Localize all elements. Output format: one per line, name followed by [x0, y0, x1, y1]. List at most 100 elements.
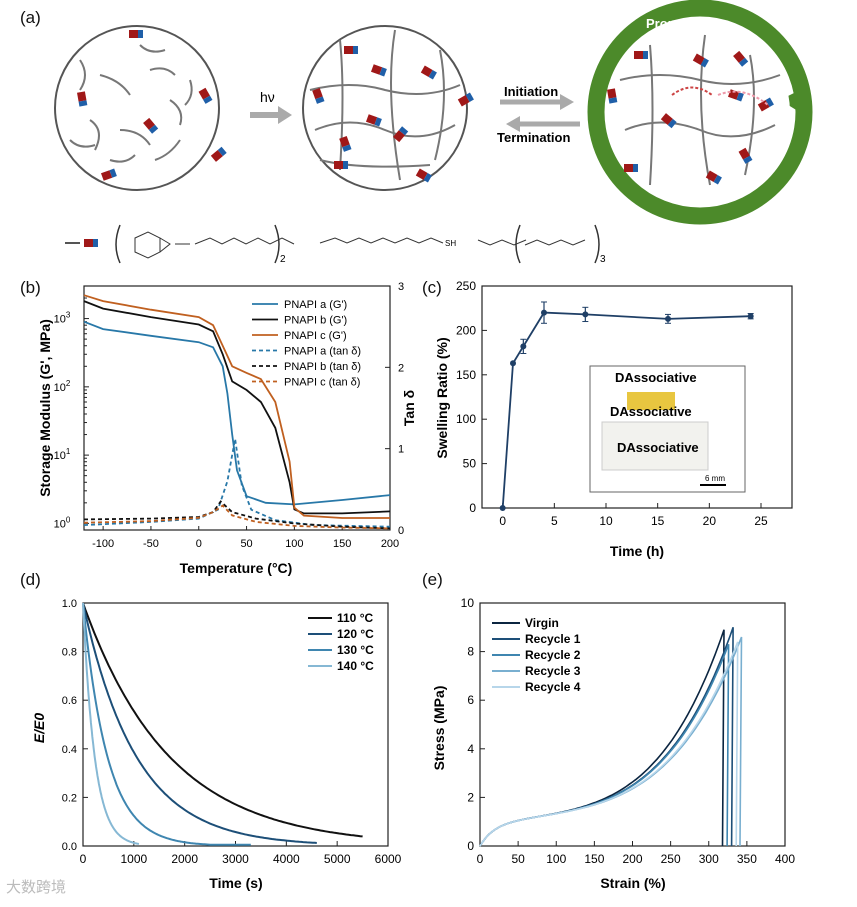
- propagation-label: Propagation: [646, 16, 722, 31]
- y-tick-label: 101: [54, 447, 71, 462]
- formula-sub-3: 3: [600, 254, 606, 265]
- legend-label-0: Virgin: [525, 616, 559, 630]
- x-tick-label: 1000: [120, 852, 147, 866]
- x-tick-label: 25: [754, 514, 768, 528]
- series-line-2: [479, 644, 730, 847]
- legend-label-3: PNAPI a (tan δ): [284, 346, 361, 358]
- y-tick-label: 0.0: [62, 841, 77, 853]
- y-tick-label: 0.8: [62, 647, 77, 659]
- formula-thiol: SH: [445, 239, 456, 248]
- data-point: [541, 309, 547, 316]
- x-tick-label: 150: [584, 852, 604, 866]
- y2-axis-label: Tan δ: [401, 390, 417, 426]
- y-tick-label: 0.2: [62, 792, 77, 804]
- panel-label-e: (e): [422, 570, 443, 589]
- x-tick-label: 400: [775, 852, 795, 866]
- series-line-2: [83, 294, 390, 519]
- legend-label-1: Recycle 1: [525, 632, 581, 646]
- y2-tick-label: 3: [398, 281, 404, 293]
- y-tick-label: 100: [456, 412, 476, 426]
- x-tick-label: 2000: [171, 852, 198, 866]
- legend-label-2: PNAPI c (G'): [284, 330, 347, 342]
- y-tick-label: 6: [467, 693, 474, 707]
- inset-scale: 6 mm: [705, 474, 725, 483]
- x-tick-label: 100: [285, 538, 303, 550]
- x-tick-label: 20: [703, 514, 717, 528]
- inset-gel-small: [627, 392, 675, 410]
- y2-tick-label: 2: [398, 362, 404, 374]
- series-line-0: [82, 602, 363, 838]
- termination-label: Termination: [497, 130, 570, 145]
- legend-label-5: PNAPI c (tan δ): [284, 377, 360, 389]
- y-tick-label: 0.4: [62, 744, 77, 756]
- inset-photo: DAssociative DAssociative DAssociative 6…: [589, 365, 746, 493]
- monomer-circle: [54, 25, 220, 191]
- x-tick-label: 0: [196, 538, 202, 550]
- y-tick-label: 0: [469, 501, 476, 515]
- y-tick-label: 150: [456, 368, 476, 382]
- x-tick-label: 50: [511, 852, 525, 866]
- network-schematic: hν Initiation Termination Propagation 2 …: [54, 0, 813, 265]
- chart-d-relaxation: 0 1000 2000 3000 4000 5000 6000 0.0 0.2 0.4 0.6 0.8…: [31, 598, 402, 891]
- y-tick-label: 1.0: [62, 598, 77, 610]
- x-tick-label: 300: [699, 852, 719, 866]
- plot-frame: [83, 285, 391, 531]
- series-line-2: [82, 602, 251, 846]
- y-axis-label: E/E0: [31, 713, 47, 744]
- x-tick-label: 0: [477, 852, 484, 866]
- x-tick-label: 100: [546, 852, 566, 866]
- series-line-4: [83, 500, 391, 530]
- series-line-0: [83, 320, 391, 506]
- y-axis-label: Swelling Ratio (%): [434, 337, 450, 458]
- legend-label-1: PNAPI b (G'): [284, 315, 347, 327]
- x-tick-label: 6000: [375, 852, 402, 866]
- y-tick-label: 0.6: [62, 695, 77, 707]
- hv-label: hν: [260, 89, 275, 105]
- legend-label-1: 120 °C: [337, 627, 374, 641]
- chart-b-modulus: -100 -50 0 50 100 150 200 100 101 102 103 0 1 2 3 PNAP…: [37, 281, 417, 576]
- y-tick-label: 2: [467, 790, 474, 804]
- panel-label-c: (c): [422, 278, 442, 297]
- y-tick-label: 50: [463, 457, 477, 471]
- x-axis-label: Strain (%): [600, 875, 665, 891]
- x-tick-label: 0: [499, 514, 506, 528]
- x-tick-label: 350: [737, 852, 757, 866]
- y-tick-label: 102: [54, 379, 71, 394]
- x-tick-label: -100: [92, 538, 114, 550]
- inset-text-3: DAssociative: [617, 440, 699, 455]
- series-line-1: [479, 627, 734, 847]
- y-tick-label: 0: [467, 839, 474, 853]
- series-line-4: [479, 641, 739, 847]
- y-tick-label: 4: [467, 742, 474, 756]
- x-tick-label: 5000: [324, 852, 351, 866]
- x-tick-label: 50: [240, 538, 252, 550]
- data-point: [510, 360, 516, 367]
- y-tick-label: 200: [456, 323, 476, 337]
- x-tick-label: 4000: [273, 852, 300, 866]
- y2-tick-label: 0: [398, 525, 404, 537]
- plot-frame: [481, 285, 793, 509]
- panel-label-a: (a): [20, 8, 41, 27]
- y-axis-label: Stress (MPa): [431, 686, 447, 771]
- panel-label-d: (d): [20, 570, 41, 589]
- x-axis-label: Time (s): [209, 875, 262, 891]
- data-point: [499, 505, 506, 511]
- legend-label-4: Recycle 4: [525, 680, 581, 694]
- x-axis-label: Temperature (°C): [180, 560, 293, 576]
- y-tick-label: 250: [456, 279, 476, 293]
- legend-label-2: Recycle 2: [525, 648, 581, 662]
- series-line-5: [83, 504, 391, 530]
- series-line-3: [479, 636, 743, 847]
- series-line-3: [82, 602, 140, 845]
- legend-label-0: PNAPI a (G'): [284, 299, 347, 311]
- y-axis-label: Storage Modulus (G', MPa): [37, 319, 53, 497]
- y-tick-label: 103: [54, 311, 71, 326]
- x-tick-label: 150: [333, 538, 351, 550]
- x-tick-label: 250: [661, 852, 681, 866]
- formula-sub-2: 2: [280, 254, 286, 265]
- y-tick-label: 8: [467, 645, 474, 659]
- series-line-1: [82, 602, 317, 844]
- legend-label-3: 140 °C: [337, 659, 374, 673]
- legend-label-0: 110 °C: [337, 611, 373, 625]
